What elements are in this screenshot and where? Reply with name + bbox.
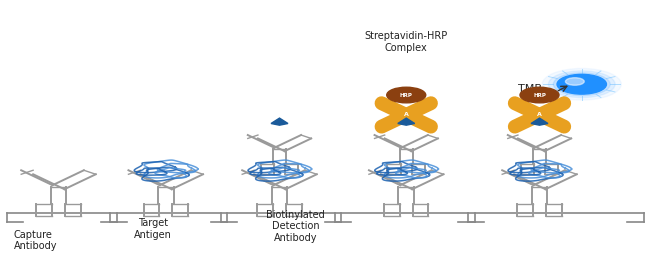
- Text: HRP: HRP: [533, 93, 546, 98]
- Text: Capture
Antibody: Capture Antibody: [14, 230, 57, 251]
- Circle shape: [566, 78, 584, 85]
- Circle shape: [387, 87, 426, 103]
- Text: A: A: [404, 112, 409, 118]
- Polygon shape: [271, 118, 288, 125]
- Text: Target
Antigen: Target Antigen: [134, 218, 172, 240]
- Text: TMB: TMB: [518, 84, 541, 94]
- Text: Biotinylated
Detection
Antibody: Biotinylated Detection Antibody: [266, 210, 325, 243]
- Text: Streptavidin-HRP
Complex: Streptavidin-HRP Complex: [365, 31, 448, 53]
- Circle shape: [520, 87, 559, 103]
- Circle shape: [553, 73, 610, 96]
- Polygon shape: [531, 118, 548, 125]
- Circle shape: [542, 68, 621, 100]
- Polygon shape: [398, 118, 415, 125]
- Text: A: A: [537, 112, 542, 118]
- Text: HRP: HRP: [400, 93, 413, 98]
- Circle shape: [549, 71, 615, 98]
- Circle shape: [557, 74, 606, 94]
